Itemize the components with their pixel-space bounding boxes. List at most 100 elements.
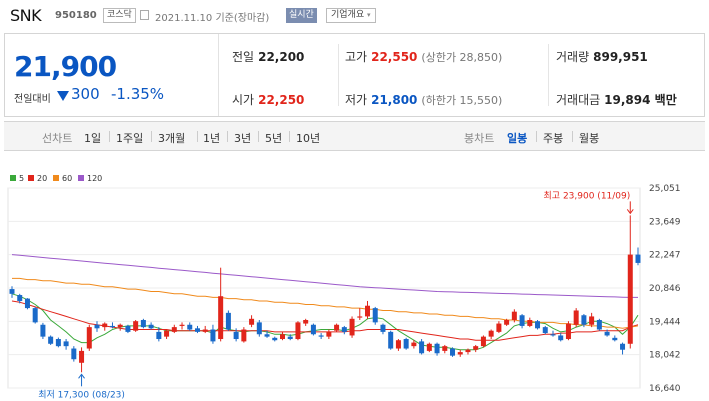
candlestick-chart[interactable]: 25,051 23,649 22,247 20,846 19,444 18,042 16,6…	[0, 168, 709, 401]
chart-period-tabs: 선차트 1일 1주일 3개월 1년 3년 5년 10년 봉차트 일봉 주봉 월봉	[4, 121, 705, 151]
legend-label: 120	[87, 174, 103, 183]
candle-body	[94, 324, 100, 329]
candle	[94, 321, 100, 332]
caret-down-icon: ▾	[367, 11, 371, 19]
y-tick-label: 23,649	[649, 217, 681, 227]
legend-label: 60	[62, 174, 73, 183]
candle	[125, 324, 131, 334]
tab-10year[interactable]: 10년	[296, 132, 321, 145]
y-tick-label: 25,051	[649, 184, 681, 194]
quote-date: 2021.11.10 기준(장마감)	[155, 9, 269, 24]
candle	[202, 325, 208, 334]
candle-body	[411, 342, 417, 347]
candle	[635, 247, 641, 266]
tab-5year[interactable]: 5년	[265, 132, 283, 145]
tab-1day[interactable]: 1일	[84, 132, 102, 145]
candle-body	[473, 346, 479, 350]
candle-body	[627, 254, 633, 344]
tab-monthly[interactable]: 월봉	[579, 132, 600, 145]
stock-code: 950180	[55, 10, 97, 21]
legend-swatch	[28, 175, 34, 181]
candle	[496, 321, 502, 334]
candle	[148, 322, 154, 330]
candle-body	[171, 327, 177, 332]
divider	[109, 131, 110, 142]
candle	[156, 327, 162, 342]
candle-body	[388, 331, 394, 349]
candle-body	[480, 336, 486, 347]
candle	[442, 344, 448, 354]
candle	[535, 319, 541, 330]
change-label: 전일대비	[14, 94, 51, 105]
candle-body	[303, 319, 309, 324]
tab-1week[interactable]: 1주일	[116, 132, 144, 145]
candle	[565, 321, 571, 341]
candle-body	[604, 331, 610, 336]
candle-body	[334, 324, 340, 331]
candle-body	[635, 254, 641, 263]
candle	[287, 334, 293, 341]
ma-line-5	[11, 293, 639, 351]
arrow-down-icon	[626, 209, 634, 215]
candle-body	[581, 315, 587, 325]
candle	[295, 321, 301, 341]
legend-ma5: 5	[10, 174, 24, 183]
tab-1year[interactable]: 1년	[203, 132, 221, 145]
candle	[365, 300, 371, 319]
candle	[9, 286, 15, 298]
amount-label: 거래대금	[556, 93, 601, 107]
candle-body	[341, 327, 347, 332]
candle	[24, 298, 30, 310]
candle-body	[249, 318, 255, 325]
tab-weekly[interactable]: 주봉	[543, 132, 564, 145]
candle-body	[465, 349, 471, 353]
candle	[164, 329, 170, 340]
candle	[187, 322, 193, 331]
candle	[426, 342, 432, 353]
candle-body	[403, 339, 409, 349]
realtime-button[interactable]: 실시간	[286, 8, 317, 23]
candle-body	[109, 325, 115, 328]
candle	[79, 347, 85, 373]
candle-body	[179, 324, 185, 326]
price-box: 21,900 전일대비 300 -1.35%	[5, 34, 219, 116]
candle	[32, 306, 38, 324]
candle	[457, 349, 463, 357]
candle-body	[434, 343, 440, 354]
legend-label: 20	[37, 174, 48, 183]
market-badge: 코스닥	[103, 8, 136, 23]
candle-body	[488, 330, 494, 337]
divider	[338, 44, 339, 106]
candle	[349, 316, 355, 338]
candle	[612, 335, 618, 342]
volume-value: 899,951	[593, 50, 648, 64]
candle-body	[596, 319, 602, 330]
candle	[542, 325, 548, 335]
candle	[395, 339, 401, 351]
candle-body	[365, 305, 371, 317]
divider	[151, 131, 152, 142]
candle-body	[241, 329, 247, 342]
tab-daily[interactable]: 일봉	[507, 132, 528, 145]
candle	[581, 314, 587, 328]
ma-line-60	[12, 277, 639, 329]
candle-body	[620, 343, 626, 350]
y-tick-label: 18,042	[649, 351, 681, 361]
candle	[264, 330, 270, 338]
tab-3year[interactable]: 3년	[234, 132, 252, 145]
candle	[318, 333, 324, 340]
candle	[465, 348, 471, 355]
candle-body	[233, 331, 239, 340]
tab-3month[interactable]: 3개월	[158, 132, 186, 145]
candle	[473, 344, 479, 353]
company-info-dropdown[interactable]: 기업개요 ▾	[326, 8, 376, 23]
candle-body	[326, 331, 332, 337]
price-change-pct: -1.35%	[111, 85, 165, 103]
candle	[218, 267, 224, 342]
candle-chart-label: 봉차트	[464, 132, 495, 145]
candle-body	[156, 331, 162, 340]
divider	[227, 131, 228, 142]
candle-body	[256, 322, 262, 335]
candle	[55, 337, 61, 348]
candle-body	[496, 323, 502, 332]
